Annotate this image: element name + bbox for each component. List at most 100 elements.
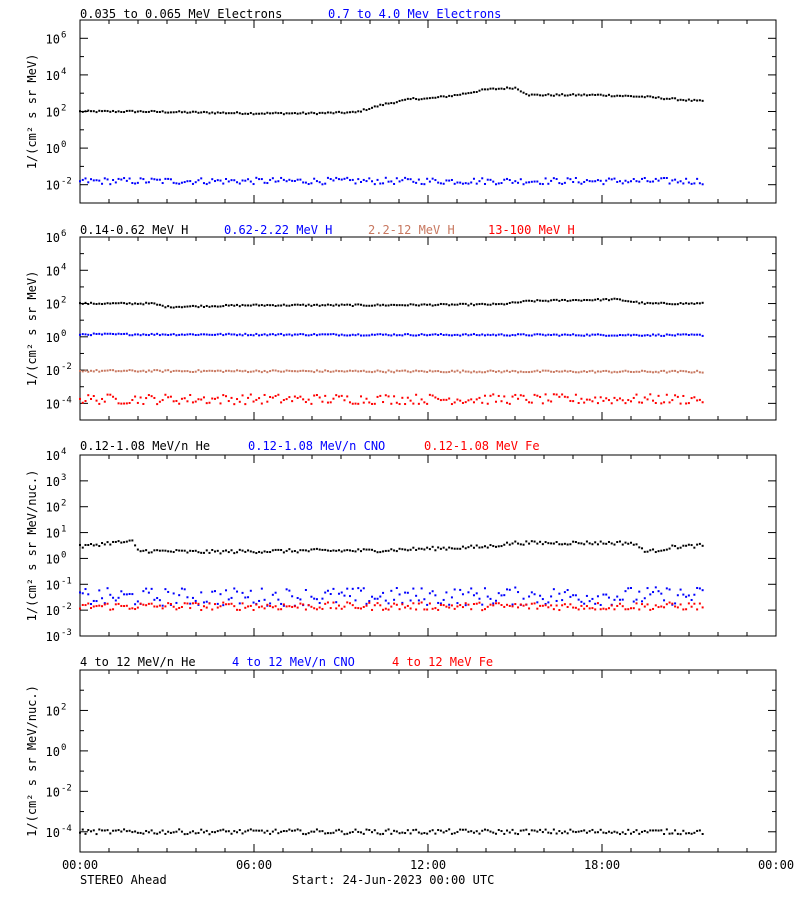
- data-point: [274, 828, 277, 831]
- data-point: [247, 396, 250, 399]
- data-point: [365, 334, 368, 337]
- data-point: [605, 397, 608, 400]
- data-point: [508, 588, 511, 591]
- data-point: [621, 370, 624, 373]
- data-point: [106, 587, 109, 590]
- data-point: [434, 549, 437, 552]
- data-point: [249, 604, 252, 607]
- data-point: [172, 181, 175, 184]
- data-point: [280, 176, 283, 179]
- data-point: [326, 176, 329, 179]
- data-point: [313, 333, 316, 336]
- data-point: [348, 179, 351, 182]
- data-point: [569, 334, 572, 337]
- data-point: [420, 547, 423, 550]
- data-point: [544, 299, 547, 302]
- data-point: [266, 400, 269, 403]
- data-point: [448, 397, 451, 400]
- data-point: [379, 595, 382, 598]
- data-point: [478, 180, 481, 183]
- data-point: [280, 602, 283, 605]
- data-point: [379, 370, 382, 373]
- data-point: [230, 112, 233, 115]
- data-point: [450, 604, 453, 607]
- data-point: [178, 549, 181, 552]
- data-point: [445, 303, 448, 306]
- data-point: [147, 334, 150, 337]
- data-point: [175, 369, 178, 372]
- data-point: [660, 301, 663, 304]
- data-point: [230, 396, 233, 399]
- data-point: [216, 369, 219, 372]
- data-point: [200, 551, 203, 554]
- data-point: [566, 396, 569, 399]
- data-point: [621, 334, 624, 337]
- data-point: [654, 370, 657, 373]
- data-point: [541, 402, 544, 405]
- data-point: [517, 397, 520, 400]
- data-point: [379, 182, 382, 185]
- data-point: [249, 370, 252, 373]
- data-point: [236, 551, 239, 554]
- data-point: [613, 177, 616, 180]
- data-point: [202, 601, 205, 604]
- data-point: [216, 549, 219, 552]
- data-point: [643, 396, 646, 399]
- data-point: [92, 605, 95, 608]
- data-point: [244, 304, 247, 307]
- data-point: [354, 550, 357, 553]
- data-point: [186, 400, 189, 403]
- data-point: [500, 594, 503, 597]
- data-point: [679, 180, 682, 183]
- data-point: [280, 608, 283, 611]
- data-point: [213, 550, 216, 553]
- data-point: [489, 334, 492, 337]
- data-point: [550, 595, 553, 598]
- data-point: [128, 401, 131, 404]
- data-point: [660, 369, 663, 372]
- data-point: [244, 332, 247, 335]
- data-point: [178, 305, 181, 308]
- data-point: [145, 829, 148, 832]
- data-point: [472, 603, 475, 606]
- data-point: [585, 299, 588, 302]
- data-point: [183, 370, 186, 373]
- data-point: [533, 393, 536, 396]
- data-point: [693, 371, 696, 374]
- data-point: [293, 550, 296, 553]
- y-tick-label: 10: [46, 106, 60, 120]
- data-point: [362, 108, 365, 111]
- data-point: [189, 111, 192, 114]
- data-point: [247, 304, 250, 307]
- data-point: [415, 304, 418, 307]
- data-point: [693, 546, 696, 549]
- data-point: [365, 548, 368, 551]
- data-point: [541, 333, 544, 336]
- data-point: [125, 402, 128, 405]
- data-point: [263, 181, 266, 184]
- data-point: [602, 370, 605, 373]
- data-point: [514, 586, 517, 589]
- data-point: [428, 548, 431, 551]
- data-point: [591, 93, 594, 96]
- data-point: [663, 369, 666, 372]
- data-point: [340, 303, 343, 306]
- data-point: [522, 394, 525, 397]
- data-point: [321, 183, 324, 186]
- data-point: [106, 393, 109, 396]
- data-point: [607, 177, 610, 180]
- data-point: [674, 334, 677, 337]
- data-point: [131, 398, 134, 401]
- data-point: [213, 370, 216, 373]
- data-point: [230, 832, 233, 835]
- data-point: [123, 402, 126, 405]
- data-point: [247, 178, 250, 181]
- data-point: [337, 604, 340, 607]
- data-point: [508, 301, 511, 304]
- data-point: [249, 333, 252, 336]
- data-point: [241, 602, 244, 605]
- data-point: [687, 371, 690, 374]
- data-point: [685, 608, 688, 611]
- data-point: [156, 110, 159, 113]
